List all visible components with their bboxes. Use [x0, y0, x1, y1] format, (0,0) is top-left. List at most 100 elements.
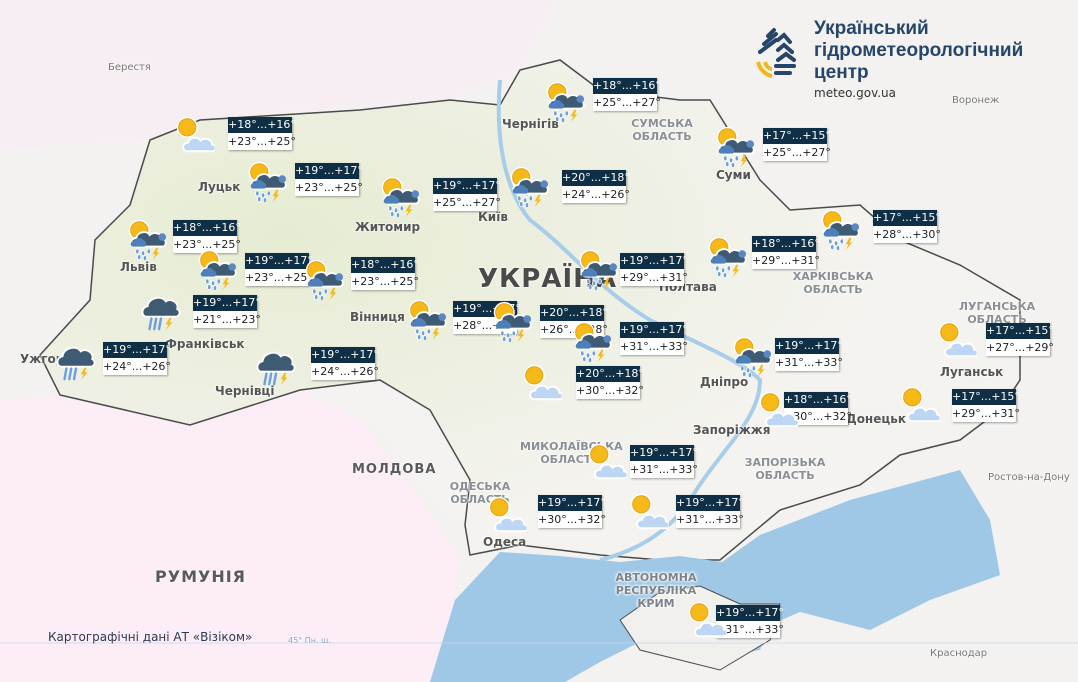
- city-label: Донецьк: [846, 412, 906, 426]
- temperature-label: +19°...+17° +23°...+25°: [295, 163, 363, 196]
- night-temperature: +19°...+17°: [538, 495, 606, 511]
- day-temperature: +25°...+27°: [763, 144, 831, 161]
- belarus-area: [0, 0, 560, 150]
- night-temperature: +19°...+17°: [716, 605, 784, 621]
- city-label: Воронеж: [952, 95, 1000, 106]
- city-label: Чернівці: [215, 384, 275, 398]
- night-temperature: +17°...+15°: [952, 389, 1020, 405]
- temperature-label: +19°...+17° +31°...+33°: [630, 445, 698, 478]
- temperature-label: +18°...+16° +30°...+32°: [784, 392, 852, 425]
- partly-cloudy-icon: [176, 116, 215, 153]
- temperature-label: +17°...+15° +25°...+27°: [763, 128, 831, 161]
- sun-cloud-thunderstorm-icon: [305, 259, 344, 300]
- city-label: Краснодар: [930, 648, 988, 659]
- region-label: ХАРКІВСЬКА ОБЛАСТЬ: [792, 270, 874, 296]
- black-sea: [430, 470, 1000, 682]
- day-temperature: +23°...+25°: [173, 236, 241, 253]
- temperature-label: +19°...+17° +21°...+23°: [193, 295, 261, 328]
- sun-shape: [588, 443, 610, 465]
- sun-cloud-thunderstorm-icon: [716, 126, 755, 167]
- sun-cloud-thunderstorm-icon: [510, 166, 549, 207]
- city-label: Львів: [120, 260, 157, 274]
- night-temperature: +19°...+17°: [433, 178, 501, 194]
- ugc-logo[interactable]: Український гідрометеорологічний центр m…: [752, 18, 1023, 100]
- night-temperature: +20°...+18°: [562, 170, 630, 186]
- sun-cloud-thunderstorm-icon: [128, 219, 167, 260]
- day-temperature: +30°...+32°: [784, 408, 852, 425]
- day-temperature: +31°...+33°: [676, 511, 744, 528]
- city-label: Одеса: [483, 535, 527, 549]
- city-label: Берестя: [108, 62, 151, 73]
- day-temperature: +31°...+33°: [716, 621, 784, 638]
- day-temperature: +29°...+31°: [752, 252, 820, 269]
- night-temperature: +19°...+17°: [630, 445, 698, 461]
- temperature-label: +17°...+15° +28°...+30°: [873, 210, 941, 243]
- night-temperature: +17°...+15°: [986, 323, 1054, 339]
- night-temperature: +19°...+17°: [245, 253, 313, 269]
- rain-thunderstorm-icon: [256, 351, 296, 386]
- city-label: Суми: [716, 168, 751, 182]
- temperature-label: +19°...+17° +31°...+33°: [716, 605, 784, 638]
- country-label-moldova: МОЛДОВА: [352, 462, 437, 477]
- sun-cloud-thunderstorm-icon: [248, 161, 287, 202]
- night-temperature: +19°...+17°: [620, 253, 688, 269]
- night-temperature: +18°...+16°: [784, 392, 852, 408]
- temperature-label: +20°...+18° +24°...+26°: [562, 170, 630, 203]
- logo-name-line: Український: [814, 18, 929, 39]
- city-label: Франківськ: [165, 337, 245, 351]
- night-temperature: +18°...+16°: [351, 257, 419, 273]
- sun-cloud-thunderstorm-icon: [198, 249, 237, 290]
- day-temperature: +25°...+27°: [593, 94, 661, 111]
- sun-cloud-thunderstorm-icon: [573, 321, 612, 362]
- partly-cloudy-icon: [630, 493, 669, 530]
- night-temperature: +18°...+16°: [173, 220, 241, 236]
- temperature-label: +20°...+18° +30°...+32°: [576, 366, 644, 399]
- partly-cloudy-icon: [938, 321, 977, 358]
- night-temperature: +20°...+18°: [576, 366, 644, 382]
- day-temperature: +28°...+30°: [873, 226, 941, 243]
- logo-url[interactable]: meteo.gov.ua: [814, 86, 897, 100]
- romania-area: [0, 390, 460, 682]
- moldova-area: [300, 380, 470, 525]
- sun-shape: [630, 493, 652, 515]
- temperature-label: +19°...+17° +29°...+31°: [620, 253, 688, 286]
- temperature-label: +18°...+16° +29°...+31°: [752, 236, 820, 269]
- day-temperature: +27°...+29°: [986, 339, 1054, 356]
- day-temperature: +30°...+32°: [538, 511, 606, 528]
- temperature-label: +18°...+16° +23°...+25°: [228, 117, 296, 150]
- night-temperature: +19°...+17°: [311, 347, 379, 363]
- city-label: Дніпро: [700, 375, 749, 389]
- day-temperature: +23°...+25°: [245, 269, 313, 286]
- sun-shape: [176, 116, 198, 138]
- sun-shape: [488, 496, 510, 518]
- temperature-label: +19°...+17° +23°...+25°: [245, 253, 313, 286]
- sun-shape: [523, 364, 545, 386]
- city-label: Житомир: [355, 220, 421, 234]
- sun-shape: [688, 601, 710, 623]
- day-temperature: +24°...+26°: [562, 186, 630, 203]
- temperature-label: +19°...+17° +31°...+33°: [775, 338, 843, 371]
- night-temperature: +19°...+17°: [775, 338, 843, 354]
- temperature-label: +18°...+16° +25°...+27°: [593, 78, 661, 111]
- partly-cloudy-icon: [688, 601, 727, 638]
- night-temperature: +19°...+17°: [193, 295, 261, 311]
- night-temperature: +18°...+16°: [593, 78, 661, 94]
- parallel-label: 45° Пн. ш.: [288, 636, 331, 645]
- sun-cloud-thunderstorm-icon: [408, 299, 447, 340]
- day-temperature: +31°...+33°: [775, 354, 843, 371]
- city-label: Вінниця: [350, 310, 405, 324]
- partly-cloudy-icon: [488, 496, 527, 533]
- day-temperature: +24°...+26°: [103, 358, 171, 375]
- sun-shape: [821, 209, 843, 231]
- night-temperature: +19°...+17°: [676, 495, 744, 511]
- region-label: ЛУГАНСЬКА ОБЛАСТЬ: [958, 300, 1036, 326]
- logo-name-line: центр: [814, 62, 869, 83]
- partly-cloudy-icon: [588, 443, 627, 480]
- city-label: Луганськ: [940, 365, 1004, 379]
- partly-cloudy-icon: [759, 391, 798, 428]
- day-temperature: +24°...+26°: [311, 363, 379, 380]
- night-temperature: +17°...+15°: [873, 210, 941, 226]
- partly-cloudy-icon: [901, 386, 940, 423]
- temperature-label: +17°...+15° +27°...+29°: [986, 323, 1054, 356]
- partly-cloudy-icon: [523, 364, 562, 401]
